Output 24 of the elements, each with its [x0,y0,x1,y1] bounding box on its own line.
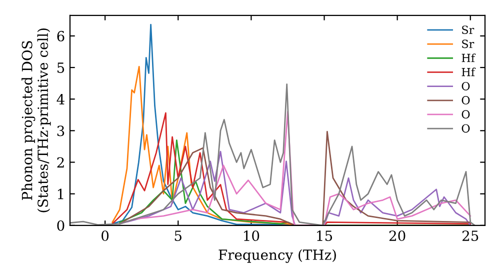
x-axis-title: Frequency (THz) [218,249,336,263]
legend-label: Sr [462,40,474,48]
legend-label: O [462,82,470,90]
legend-label: O [462,96,470,104]
legend-label: O [462,124,470,133]
x-tick-label: 25 [462,230,478,242]
x-tick-label: 20 [389,230,406,242]
y-tick-label: 1 [58,188,64,200]
x-tick-label: 10 [244,230,260,242]
y-tick-label: 6 [57,30,64,42]
legend-label: Hf [462,68,476,76]
y-tick-label: 3 [57,126,64,136]
y-tick-label: 2 [57,157,64,168]
y-tick-label: 0 [57,220,64,231]
y-tick-label: 4 [56,94,64,104]
y-axis-title: Phonon projected DOS (States/THz·primitive cell) [22,28,51,212]
x-tick-label: 15 [317,230,332,242]
line-series [70,84,476,226]
x-tick-label: 0 [102,230,109,242]
legend-label: O [462,110,470,119]
x-tick-label: 5 [174,230,182,242]
legend-label: Sr [462,26,474,34]
legend-label: Hf [462,54,476,62]
y-tick-label: 5 [57,62,64,73]
